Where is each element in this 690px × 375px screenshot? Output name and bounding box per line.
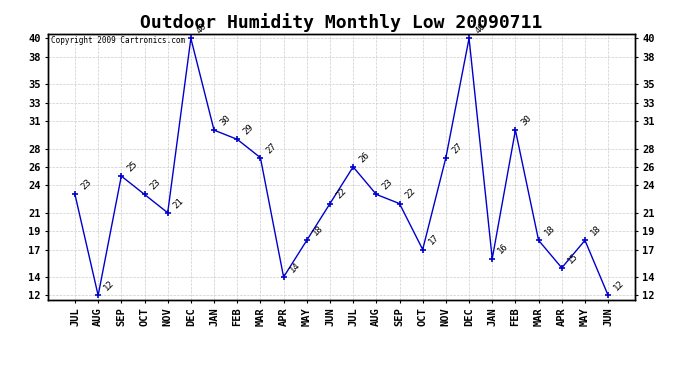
Title: Outdoor Humidity Monthly Low 20090711: Outdoor Humidity Monthly Low 20090711	[140, 13, 543, 32]
Text: 15: 15	[566, 251, 580, 265]
Text: 18: 18	[589, 224, 603, 237]
Text: 23: 23	[380, 178, 395, 192]
Text: 23: 23	[148, 178, 163, 192]
Text: 40: 40	[195, 22, 209, 36]
Text: 29: 29	[241, 123, 255, 136]
Text: Copyright 2009 Cartronics.com: Copyright 2009 Cartronics.com	[51, 36, 186, 45]
Text: 12: 12	[612, 279, 627, 292]
Text: 23: 23	[79, 178, 93, 192]
Text: 22: 22	[404, 187, 417, 201]
Text: 40: 40	[473, 22, 487, 36]
Text: 14: 14	[288, 260, 302, 274]
Text: 30: 30	[520, 113, 533, 128]
Text: 21: 21	[172, 196, 186, 210]
Text: 16: 16	[496, 242, 511, 256]
Text: 17: 17	[427, 233, 441, 247]
Text: 30: 30	[218, 113, 232, 128]
Text: 18: 18	[311, 224, 325, 237]
Text: 12: 12	[102, 279, 117, 292]
Text: 27: 27	[264, 141, 279, 155]
Text: 26: 26	[357, 150, 371, 164]
Text: 27: 27	[450, 141, 464, 155]
Text: 22: 22	[334, 187, 348, 201]
Text: 18: 18	[543, 224, 557, 237]
Text: 25: 25	[126, 159, 139, 173]
